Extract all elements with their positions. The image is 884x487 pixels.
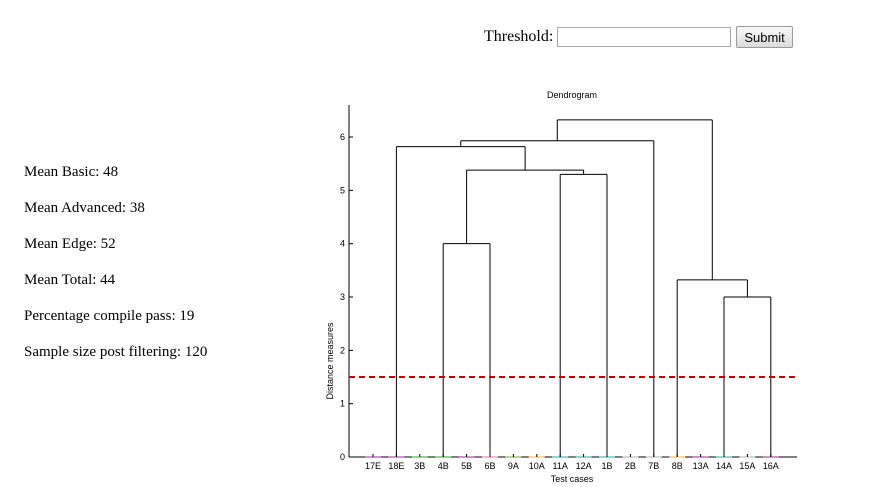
stat-row: Mean Total: 44 [24,270,207,306]
leaf-label: 17E [365,461,381,471]
leaf-label: 11A [553,461,568,471]
y-tick-label: 3 [340,292,345,302]
x-axis-label: Test cases [551,474,594,484]
dendrogram-chart: Dendrogram Distance measures Test cases … [325,90,797,484]
stat-value: 120 [184,344,208,360]
threshold-label: Threshold: [484,28,554,45]
y-tick-label: 1 [340,399,345,409]
stat-row: Mean Basic: 48 [24,162,207,198]
leaf-label: 4B [438,461,449,471]
leaf-label: 2B [625,461,636,471]
stat-separator: : [95,164,104,180]
y-tick-label: 4 [340,239,345,249]
y-tick-label: 0 [340,452,345,462]
leaf-label: 7B [648,461,659,471]
leaf-label: 16A [763,461,779,471]
stat-label: Sample size post filtering [24,344,177,360]
stat-row: Mean Edge: 52 [24,234,207,270]
threshold-input[interactable] [557,27,732,47]
stat-value: 44 [100,272,116,288]
stat-value: 52 [100,236,116,252]
stat-separator: : [176,344,185,360]
leaf-label: 5B [461,461,472,471]
leaf-label: 14A [716,461,732,471]
stat-separator: : [171,308,180,324]
stat-row: Sample size post filtering: 120 [24,342,207,378]
stat-value: 38 [129,200,145,216]
leaf-label: 1B [601,461,612,471]
y-axis-label: Distance measures [325,322,335,400]
leaf-label: 8B [672,461,683,471]
stat-row: Percentage compile pass: 19 [24,306,207,342]
stat-label: Mean Advanced [24,200,122,216]
stat-separator: : [92,272,101,288]
stat-value: 19 [179,308,195,324]
leaf-label: 13A [693,461,709,471]
chart-title: Dendrogram [547,90,597,100]
stat-label: Mean Basic [24,164,96,180]
stat-label: Mean Edge [24,236,93,252]
stat-label: Percentage compile pass [24,308,172,324]
leaf-label: 15A [739,461,755,471]
threshold-form: Threshold: Submit [484,25,793,49]
stat-row: Mean Advanced: 38 [24,198,207,234]
y-tick-label: 5 [340,185,345,195]
leaf-label: 10A [529,461,545,471]
leaf-label: 6B [484,461,495,471]
stats-panel: Mean Basic: 48 Mean Advanced: 38 Mean Edge… [24,162,207,378]
y-tick-label: 6 [340,132,345,142]
leaf-label: 9A [508,461,519,471]
leaf-label: 3B [414,461,425,471]
submit-button[interactable]: Submit [736,26,793,48]
y-tick-label: 2 [340,345,345,355]
leaf-label: 12A [576,461,592,471]
stat-value: 48 [103,164,119,180]
stat-separator: : [92,236,101,252]
leaf-label: 18E [388,461,404,471]
stat-separator: : [121,200,130,216]
stat-label: Mean Total [24,272,93,288]
